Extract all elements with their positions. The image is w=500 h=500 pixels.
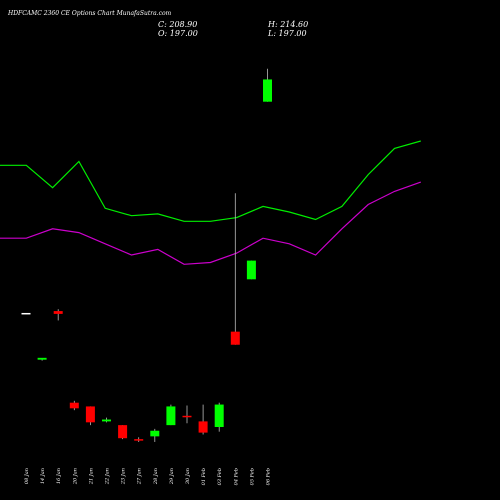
candle-body: [198, 421, 208, 433]
x-tick-label: 08 Jan: [24, 468, 30, 484]
candle-body: [134, 439, 144, 441]
x-tick-label: 06 Feb: [266, 468, 272, 485]
lower-band-line: [0, 181, 422, 265]
candle-body: [53, 311, 63, 314]
candle-body: [230, 331, 240, 345]
candle-body: [37, 357, 47, 360]
candle: [21, 312, 31, 315]
candle-body: [69, 402, 79, 409]
candle: [198, 404, 208, 435]
x-tick-label: 22 Jan: [105, 468, 111, 485]
candle: [166, 404, 176, 426]
x-axis-ticks: 08 Jan 14 Jan 16 Jan 20 Jan 21 Jan 22 Jan 23 J…: [24, 468, 272, 485]
candle: [263, 68, 272, 102]
close-value: C: 208.90: [158, 20, 198, 29]
high-value: H: 214.60: [268, 20, 309, 29]
candle: [214, 402, 224, 432]
x-tick-label: 05 Feb: [249, 468, 255, 485]
x-tick-label: 14 Jan: [40, 468, 46, 484]
candle: [230, 193, 240, 345]
x-tick-label: 28 Jan: [153, 468, 159, 485]
upper-band-line: [0, 140, 421, 222]
x-tick-label: 03 Feb: [217, 468, 223, 485]
x-tick-label: 29 Jan: [169, 468, 175, 485]
candle-body: [85, 406, 95, 423]
candle: [246, 260, 256, 280]
candle: [150, 428, 160, 442]
x-tick-label: 20 Jan: [72, 468, 78, 485]
candle: [69, 400, 79, 411]
candle-body: [150, 430, 160, 437]
candle: [53, 309, 63, 321]
candle-body: [182, 415, 192, 418]
low-value: L: 197.00: [268, 29, 307, 38]
candle-body: [263, 79, 272, 102]
x-tick-label: 04 Feb: [233, 468, 239, 485]
candle: [85, 406, 95, 426]
candle: [118, 425, 128, 440]
candle-body: [21, 312, 31, 315]
candle: [182, 405, 192, 424]
x-tick-label: 30 Jan: [185, 468, 191, 484]
x-tick-label: 16 Jan: [56, 468, 62, 484]
candle-body: [118, 425, 128, 439]
x-tick-label: 21 Jan: [88, 468, 94, 485]
candle-body: [166, 406, 176, 426]
candle-body: [246, 260, 256, 280]
candle-body: [102, 419, 111, 422]
chart-title: HDFCAMC 2360 CE Options Chart MunafaSutr…: [8, 10, 172, 17]
open-value: O: 197.00: [158, 29, 198, 38]
x-tick-label: 01 Feb: [201, 468, 207, 485]
indicator-lines: [0, 140, 422, 265]
candle: [102, 417, 111, 423]
x-tick-label: 27 Jan: [137, 468, 143, 485]
candle-body: [214, 404, 224, 427]
x-tick-label: 23 Jan: [121, 468, 127, 485]
candle: [134, 437, 144, 442]
candle: [37, 357, 47, 361]
candles: [21, 68, 272, 442]
